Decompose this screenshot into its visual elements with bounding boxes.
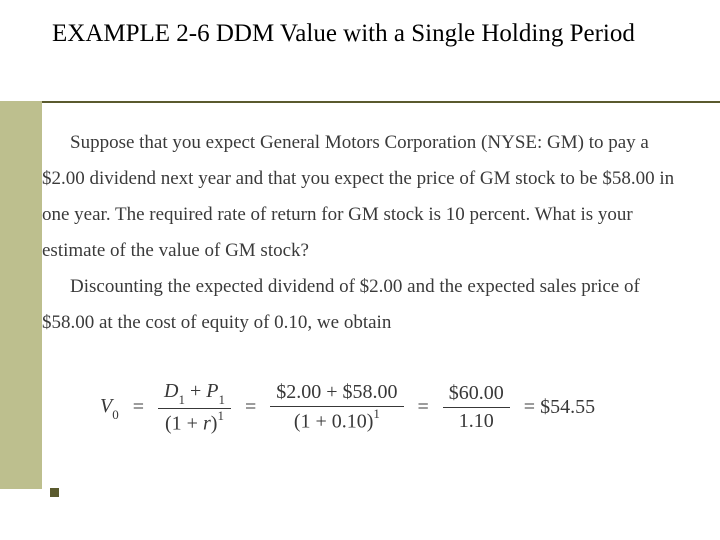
fraction-3: $60.00 1.10 bbox=[443, 382, 510, 433]
frac1-numerator: D1 + P1 bbox=[158, 380, 231, 409]
V-symbol: V bbox=[100, 395, 112, 417]
slide-title: EXAMPLE 2-6 DDM Value with a Single Hold… bbox=[52, 18, 672, 50]
D-symbol: D bbox=[164, 380, 178, 402]
formula: V0 = D1 + P1 (1 + r)1 = $2.00 + $58.00 (… bbox=[100, 380, 599, 436]
den2-base: (1 + 0.10) bbox=[294, 411, 374, 433]
frac2-denominator: (1 + 0.10)1 bbox=[288, 407, 386, 434]
den2-exponent: 1 bbox=[373, 406, 380, 421]
fraction-1: D1 + P1 (1 + r)1 bbox=[158, 380, 231, 436]
fraction-2: $2.00 + $58.00 (1 + 0.10)1 bbox=[270, 381, 403, 434]
r-symbol: r bbox=[203, 413, 211, 435]
den1-open: (1 + bbox=[165, 413, 203, 435]
plus-1: + bbox=[185, 380, 206, 402]
formula-lhs: V0 bbox=[100, 395, 119, 421]
frac3-numerator: $60.00 bbox=[443, 382, 510, 408]
equals-3: = bbox=[414, 396, 433, 419]
equals-1: = bbox=[129, 396, 148, 419]
equals-2: = bbox=[241, 396, 260, 419]
D-subscript: 1 bbox=[178, 392, 185, 407]
den1-exponent: 1 bbox=[217, 408, 224, 423]
body-text: Suppose that you expect General Motors C… bbox=[42, 125, 692, 342]
slide: EXAMPLE 2-6 DDM Value with a Single Hold… bbox=[0, 0, 720, 540]
V-subscript: 0 bbox=[112, 407, 119, 422]
P-subscript: 1 bbox=[218, 392, 225, 407]
frac1-denominator: (1 + r)1 bbox=[159, 409, 230, 436]
horizontal-rule bbox=[0, 101, 720, 103]
frac3-denominator: 1.10 bbox=[453, 408, 500, 433]
paragraph-problem: Suppose that you expect General Motors C… bbox=[42, 125, 692, 269]
frac2-numerator: $2.00 + $58.00 bbox=[270, 381, 403, 407]
P-symbol: P bbox=[206, 380, 218, 402]
bullet-square-icon bbox=[50, 488, 59, 497]
left-sidebar bbox=[0, 101, 42, 489]
paragraph-solution-intro: Discounting the expected dividend of $2.… bbox=[42, 269, 692, 341]
result: = $54.55 bbox=[520, 396, 599, 419]
